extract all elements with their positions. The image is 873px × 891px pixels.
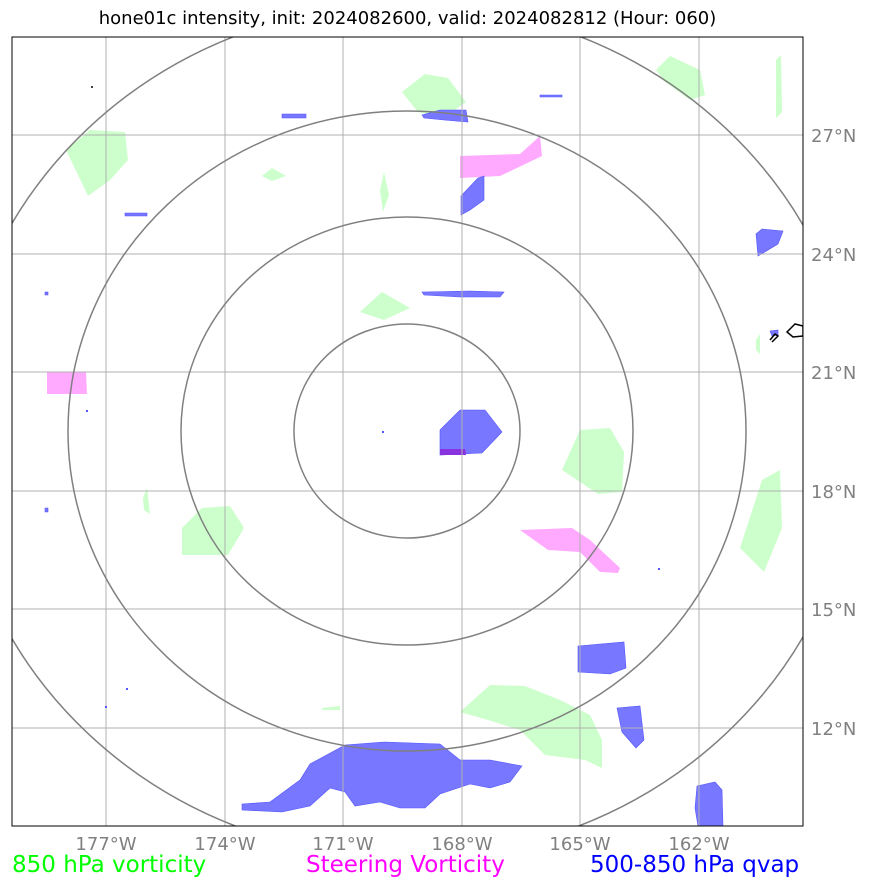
legend-qvap: 500-850 hPa qvap xyxy=(590,852,800,878)
lat-label-24n: 24°N xyxy=(811,245,856,266)
tiny-markers xyxy=(86,410,660,708)
legend-steering-vorticity: Steering Vorticity xyxy=(306,852,505,878)
range-rings xyxy=(12,37,803,826)
vort850-areas xyxy=(66,55,782,768)
legend-850hpa-vorticity: 850 hPa vorticity xyxy=(12,852,207,878)
lat-label-21n: 21°N xyxy=(811,363,856,384)
lat-lon-gridlines xyxy=(12,37,803,826)
lat-label-15n: 15°N xyxy=(811,600,856,621)
lon-label-162w: 162°W xyxy=(668,834,729,855)
lon-label-174w: 174°W xyxy=(194,834,255,855)
lon-label-165w: 165°W xyxy=(549,834,610,855)
coastline xyxy=(91,86,803,343)
map-title: hone01c intensity, init: 2024082600, val… xyxy=(98,8,717,29)
lon-label-171w: 171°W xyxy=(312,834,373,855)
lat-label-12n: 12°N xyxy=(811,719,856,740)
lon-label-177w: 177°W xyxy=(75,834,136,855)
steering-qvap-overlap xyxy=(440,449,466,455)
qvap-areas xyxy=(44,94,784,826)
lat-label-18n: 18°N xyxy=(811,482,856,503)
map-frame xyxy=(11,36,804,827)
lon-label-168w: 168°W xyxy=(431,834,492,855)
steering-vorticity-areas xyxy=(47,136,620,573)
lat-label-27n: 27°N xyxy=(811,126,856,147)
